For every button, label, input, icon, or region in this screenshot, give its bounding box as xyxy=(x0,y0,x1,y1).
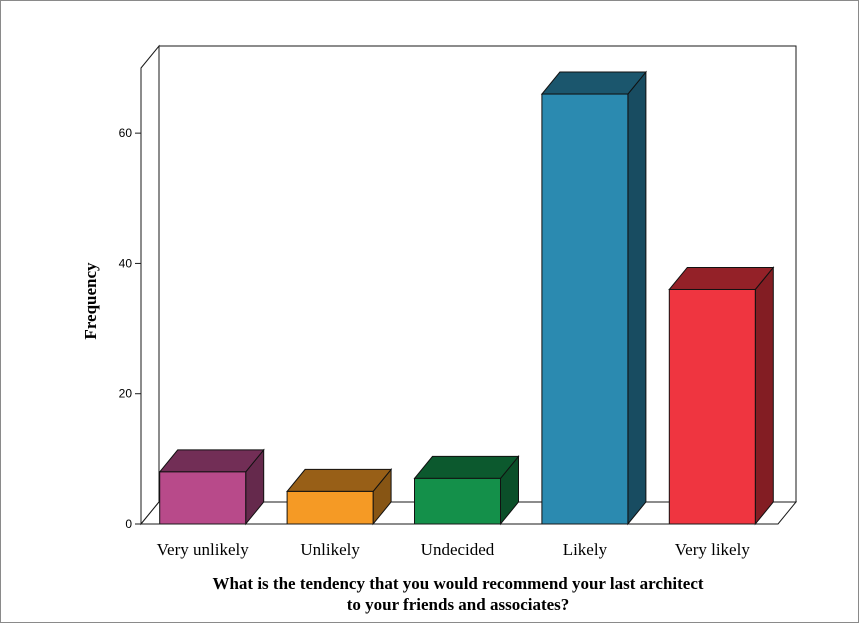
bar-unlikely xyxy=(286,468,393,526)
bar-top xyxy=(413,455,520,479)
x-category-label: Unlikely xyxy=(300,540,360,559)
x-category-label: Likely xyxy=(563,540,608,559)
x-axis-title-line-1: What is the tendency that you would reco… xyxy=(212,574,703,593)
y-tick-label: 0 xyxy=(125,517,132,531)
bar-undecided xyxy=(413,454,520,526)
x-category-label: Very unlikely xyxy=(157,540,250,559)
x-category-label: Undecided xyxy=(421,540,495,559)
bar-front xyxy=(668,288,756,525)
bar-top xyxy=(158,449,265,473)
bar-very-unlikely xyxy=(158,448,265,526)
x-axis-categories: Very unlikely Unlikely Undecided Likely Very… xyxy=(157,540,751,559)
bar-top xyxy=(286,468,393,492)
bar-side xyxy=(627,70,647,526)
y-axis-title: Frequency xyxy=(81,262,100,340)
y-tick-label: 40 xyxy=(119,256,133,270)
bar-likely xyxy=(540,70,647,526)
bar-front xyxy=(414,477,501,525)
chart-bars xyxy=(158,70,775,526)
y-tick-label: 20 xyxy=(119,387,133,401)
bar-side xyxy=(754,266,774,526)
x-axis-title-line-2: to your friends and associates? xyxy=(347,595,570,614)
x-category-label: Very likely xyxy=(675,540,751,559)
bar-very-likely xyxy=(668,266,775,526)
bar-front xyxy=(541,93,629,525)
bar-top xyxy=(540,71,647,95)
y-axis-ticks: 0 20 40 60 xyxy=(119,126,141,531)
bar-top xyxy=(668,266,775,290)
y-tick-label: 60 xyxy=(119,126,133,140)
bar-front xyxy=(159,471,247,525)
left-wall xyxy=(140,44,160,526)
bar-front xyxy=(286,490,374,525)
